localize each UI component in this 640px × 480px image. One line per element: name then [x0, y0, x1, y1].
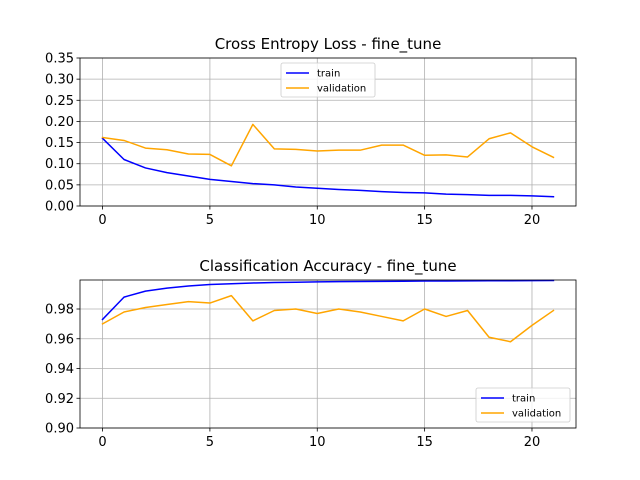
loss-y-tick-label: 0.10	[45, 157, 74, 172]
loss-x-tick-label: 10	[309, 213, 326, 228]
loss-y-tick-label: 0.30	[45, 73, 74, 88]
accuracy-chart-legend: train validation	[475, 387, 571, 423]
loss-y-tick-label: 0.15	[45, 136, 74, 151]
accuracy-x-tick-label: 20	[524, 435, 541, 450]
accuracy-x-tick-label: 15	[416, 435, 433, 450]
loss-chart: Cross Entropy Loss - fine_tune 0 5 10 15 20 0…	[45, 35, 577, 228]
loss-x-tick-label: 0	[98, 213, 106, 228]
accuracy-x-tick-label: 10	[309, 435, 326, 450]
loss-legend-label-validation: validation	[317, 84, 366, 95]
accuracy-y-tick-label: 0.98	[45, 303, 74, 318]
loss-chart-title: Cross Entropy Loss - fine_tune	[215, 35, 442, 54]
accuracy-legend-label-train: train	[512, 394, 535, 405]
accuracy-legend-label-validation: validation	[512, 409, 561, 420]
loss-x-tick-label: 20	[524, 213, 541, 228]
loss-chart-legend: train validation	[280, 62, 376, 98]
loss-y-tick-label: 0.00	[45, 200, 74, 215]
accuracy-x-tick-label: 5	[206, 435, 214, 450]
loss-series-train	[101, 137, 555, 198]
accuracy-x-tick-label: 0	[98, 435, 106, 450]
loss-legend-label-train: train	[317, 69, 340, 80]
loss-x-tick-label: 15	[416, 213, 433, 228]
loss-chart-frame	[79, 57, 577, 207]
loss-y-tick-label: 0.25	[45, 94, 74, 109]
loss-y-tick-label: 0.05	[45, 178, 74, 193]
loss-x-tick-label: 5	[206, 213, 214, 228]
accuracy-series-validation	[101, 294, 555, 343]
accuracy-y-tick-label: 0.94	[45, 362, 74, 377]
loss-series-validation	[101, 123, 555, 167]
accuracy-y-tick-label: 0.92	[45, 392, 74, 407]
accuracy-chart-frame	[79, 279, 577, 429]
loss-y-tick-label: 0.20	[45, 115, 74, 130]
loss-y-tick-label: 0.35	[45, 52, 74, 67]
accuracy-chart-title: Classification Accuracy - fine_tune	[199, 257, 456, 276]
accuracy-y-tick-label: 0.90	[45, 422, 74, 437]
accuracy-series-train	[101, 279, 555, 321]
accuracy-chart: Classification Accuracy - fine_tune 0 5 10…	[45, 257, 577, 450]
accuracy-y-tick-label: 0.96	[45, 332, 74, 347]
